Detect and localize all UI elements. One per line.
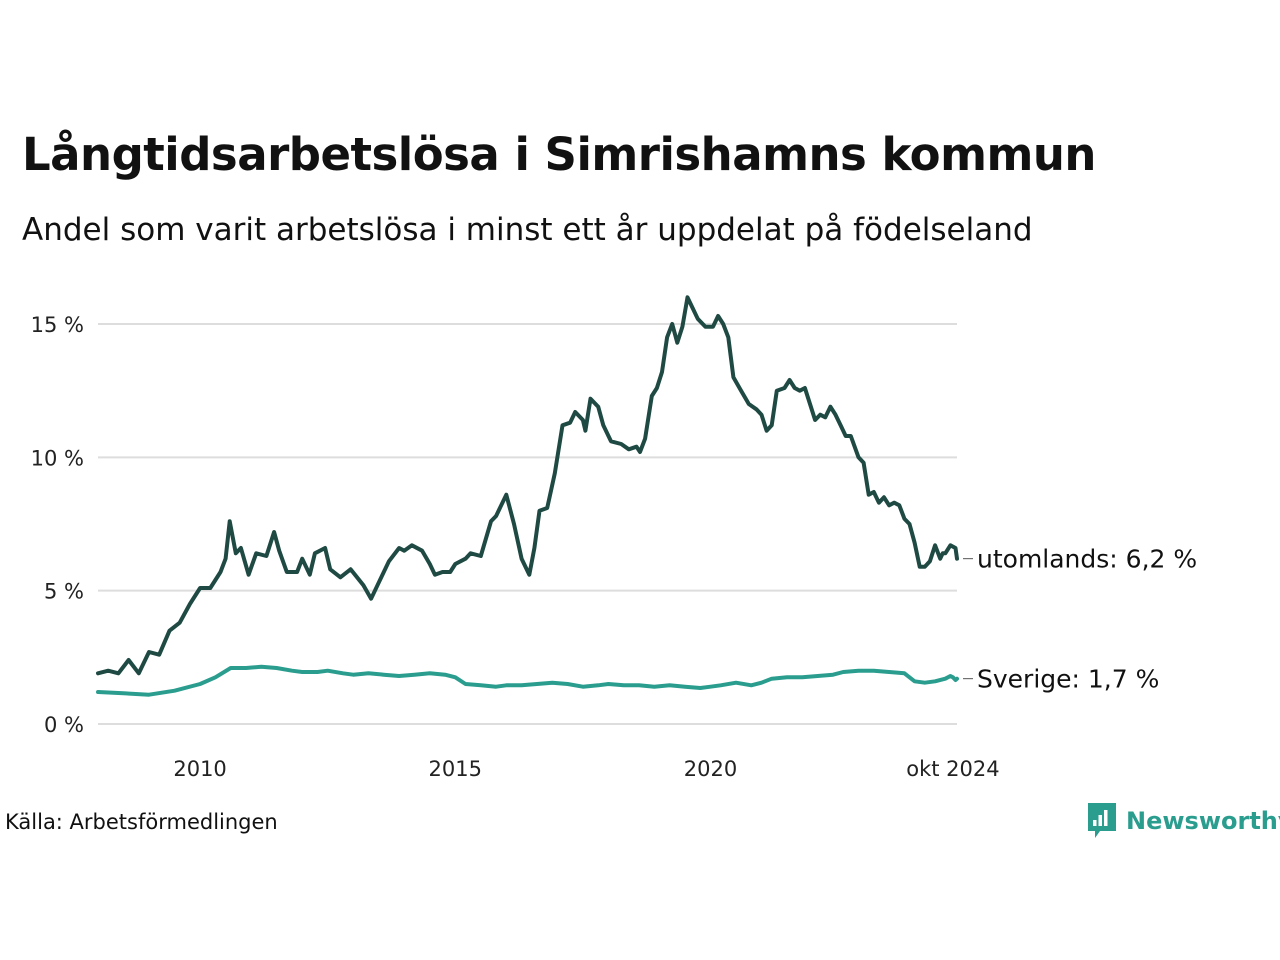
x-tick-label: 2020 [684, 757, 737, 781]
y-tick-label: 0 % [44, 713, 84, 737]
end-label-sverige: Sverige: 1,7 % [977, 665, 1159, 694]
x-tick-label: okt 2024 [906, 757, 999, 781]
brand-logo[interactable]: Newsworthy [1088, 803, 1280, 839]
x-tick-label: 2015 [429, 757, 482, 781]
chart-subtitle: Andel som varit arbetslösa i minst ett å… [22, 212, 1033, 248]
series-line-sverige [96, 664, 959, 697]
series-lines [96, 295, 959, 697]
series-end-labels: utomlands: 6,2 % Sverige: 1,7 % [963, 545, 1197, 694]
grid-lines [98, 323, 957, 725]
end-label-utomlands: utomlands: 6,2 % [977, 545, 1197, 574]
y-tick-label: 15 % [31, 313, 84, 337]
newsworthy-logo-icon [1088, 803, 1116, 838]
x-axis-tick-labels: 2010 2015 2020 okt 2024 [173, 757, 999, 781]
y-tick-label: 10 % [31, 446, 84, 470]
source-note: Källa: Arbetsförmedlingen [5, 810, 278, 834]
series-line-utomlands [96, 295, 959, 676]
y-tick-label: 5 % [44, 580, 84, 604]
y-axis-tick-labels: 0 % 5 % 10 % 15 % [31, 313, 84, 737]
x-tick-label: 2010 [173, 757, 226, 781]
chart-title: Långtidsarbetslösa i Simrishamns kommun [22, 128, 1096, 181]
brand-name: Newsworthy [1126, 807, 1280, 835]
